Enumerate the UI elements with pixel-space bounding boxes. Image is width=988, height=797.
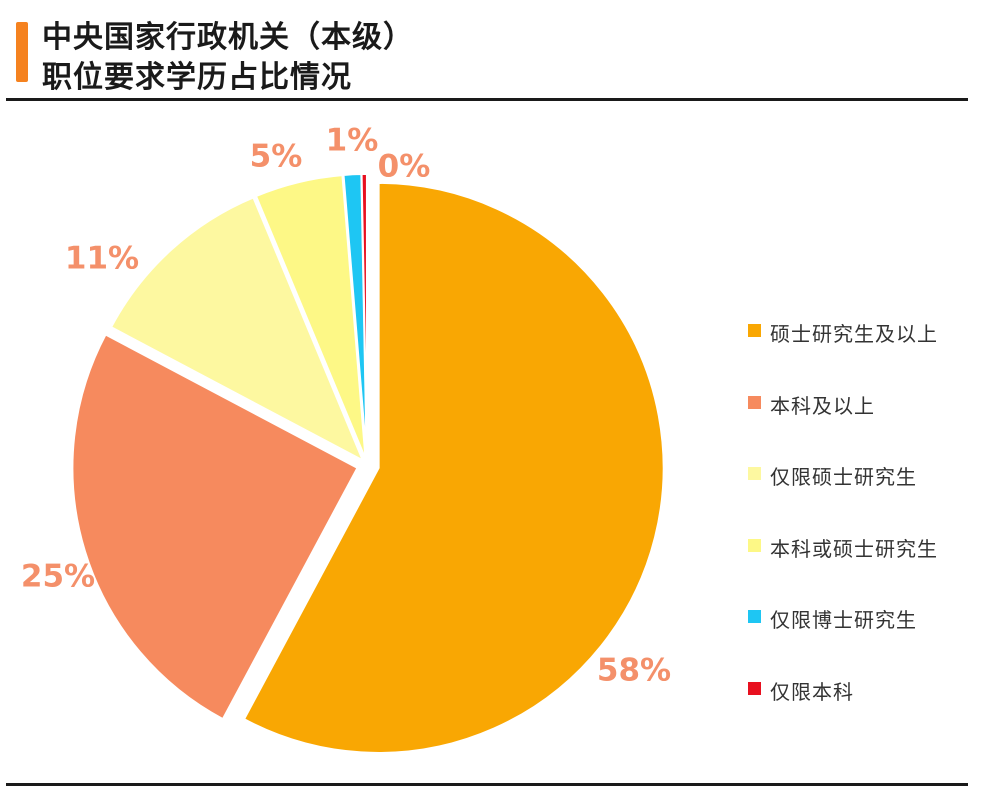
pie-data-label: 0%	[378, 149, 431, 185]
top-divider	[6, 98, 968, 101]
legend-label: 仅限硕士研究生	[770, 465, 917, 489]
title-accent-bar	[16, 22, 28, 82]
legend-label: 硕士研究生及以上	[770, 322, 938, 346]
legend-label: 仅限博士研究生	[770, 608, 917, 632]
pie-slice	[71, 333, 359, 721]
pie-data-label: 58%	[597, 653, 671, 689]
pie-data-label: 11%	[65, 241, 139, 277]
legend-swatch	[748, 538, 761, 552]
legend-swatch	[748, 681, 761, 695]
pie-slice	[109, 196, 365, 463]
legend-swatch	[748, 395, 761, 409]
pie-slice	[242, 181, 665, 754]
chart-title-line-2: 职位要求学历占比情况	[42, 60, 352, 95]
legend-label: 本科及以上	[770, 393, 875, 418]
pie-data-label: 25%	[21, 559, 95, 595]
chart-title-line-1: 中央国家行政机关（本级）	[42, 20, 414, 55]
pie-data-label: 1%	[326, 123, 379, 159]
legend-swatch	[748, 467, 761, 480]
legend-label: 本科或硕士研究生	[770, 536, 938, 561]
pie-data-label: 5%	[250, 139, 303, 175]
legend-swatch	[748, 610, 761, 623]
legend-label: 仅限本科	[770, 679, 854, 704]
pie-slice	[254, 174, 367, 460]
pie-slice	[360, 172, 368, 460]
legend-swatch	[748, 324, 761, 337]
bottom-divider	[6, 783, 968, 786]
